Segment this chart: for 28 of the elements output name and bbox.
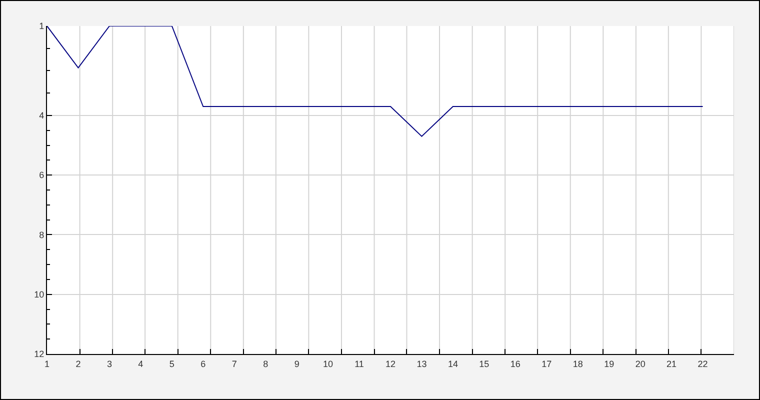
x-tick-label: 15	[479, 358, 490, 369]
x-tick-label: 5	[169, 358, 174, 369]
x-tick-label: 14	[448, 358, 458, 369]
x-tick-label: 11	[354, 358, 364, 369]
x-tick-label: 22	[698, 358, 708, 369]
x-tick-label: 8	[263, 358, 268, 369]
x-tick-label: 16	[510, 358, 520, 369]
y-tick-label: 8	[39, 230, 44, 240]
x-tick-label: 6	[200, 358, 206, 369]
x-tick-label: 20	[635, 358, 646, 369]
y-tick-label: 6	[39, 170, 44, 180]
x-tick-label: 4	[138, 358, 144, 369]
x-tick-label: 18	[572, 358, 583, 369]
x-tick-label: 9	[294, 358, 300, 369]
x-tick-label: 13	[416, 358, 427, 369]
x-tick-label: 12	[385, 358, 396, 369]
y-tick-label: 10	[34, 290, 44, 300]
x-tick-label: 10	[323, 358, 334, 369]
y-tick-label: 1	[39, 21, 44, 32]
x-tick-label: 3	[106, 358, 112, 369]
y-tick-label: 12	[34, 349, 44, 360]
x-tick-label: 17	[542, 358, 552, 369]
x-tick-label: 19	[604, 358, 614, 369]
line-series	[47, 26, 704, 137]
x-tick-label: 21	[666, 358, 677, 369]
y-tick-label: 4	[39, 110, 44, 121]
x-tick-label: 7	[232, 358, 237, 369]
x-tick-label: 2	[76, 358, 81, 369]
